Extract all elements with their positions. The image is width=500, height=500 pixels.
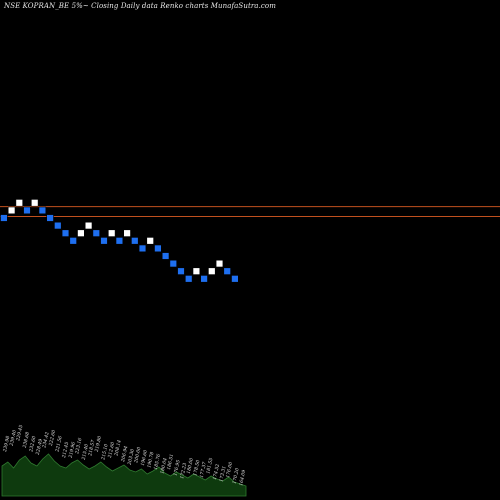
down-brick	[54, 221, 62, 230]
volume-label: 212.60	[107, 441, 116, 459]
volume-label: 232.60	[28, 435, 37, 453]
volume-silhouette	[1, 453, 247, 497]
volume-label: 239.98	[2, 435, 11, 453]
down-brick	[154, 244, 162, 253]
down-brick	[92, 229, 101, 237]
volume-label: 176.95	[172, 459, 181, 476]
volume-label: 221.56	[54, 435, 63, 453]
down-brick	[0, 214, 8, 222]
volume-label: 180.04	[159, 457, 168, 474]
volume-label: 178.50	[192, 459, 201, 476]
volume-label: 174.52	[212, 463, 221, 480]
volume-label: 215.40	[81, 443, 90, 461]
volume-label: 218.57	[87, 439, 96, 457]
down-brick	[38, 206, 47, 215]
volume-label: 190.78	[146, 451, 155, 468]
volume-label: 203.30	[126, 448, 135, 466]
down-brick	[177, 267, 185, 275]
down-brick	[131, 237, 139, 245]
volume-label: 185.76	[153, 453, 162, 470]
up-brick	[146, 237, 154, 245]
down-brick	[231, 275, 239, 283]
volume-label: 208.14	[113, 439, 122, 457]
down-brick	[61, 229, 70, 237]
volume-label: 234.42	[41, 431, 50, 449]
volume-area	[1, 453, 247, 497]
up-brick	[7, 206, 16, 215]
volume-label: 223.16	[74, 437, 83, 455]
volume-label: 212.45	[61, 441, 70, 459]
volume-label: 180.00	[186, 457, 195, 474]
up-brick	[84, 221, 93, 230]
up-brick	[108, 229, 116, 237]
volume-label: 228.49	[35, 438, 44, 456]
up-brick	[77, 229, 85, 237]
volume-label: 206.94	[120, 445, 129, 463]
up-brick	[30, 199, 39, 207]
volume-label: 173.31	[218, 465, 227, 482]
down-brick	[223, 267, 231, 275]
up-brick	[192, 267, 201, 275]
down-brick	[100, 237, 108, 245]
renko-bricks	[0, 199, 239, 283]
chart-header: NSE KOPRAN_BE 5%~ Closing Daily data Ren…	[4, 2, 276, 10]
down-brick	[138, 244, 147, 253]
volume-label: 176.00	[225, 461, 234, 478]
up-brick	[208, 267, 216, 275]
volume-labels: 239.98239.40229.45238.68232.60228.49234.…	[2, 424, 247, 486]
volume-label: 238.68	[22, 431, 31, 449]
up-brick	[15, 199, 23, 207]
volume-label: 200.00	[133, 446, 142, 464]
up-brick	[123, 229, 131, 237]
volume-label: 239.40	[8, 429, 17, 447]
volume-label: 177.37	[199, 461, 208, 478]
volume-label: 170.20	[231, 467, 240, 484]
volume-label: 196.60	[140, 449, 149, 466]
reference-lines	[0, 206, 500, 217]
down-brick	[23, 206, 31, 215]
volume-label: 219.96	[67, 441, 76, 459]
down-brick	[69, 237, 77, 245]
volume-label: 186.51	[166, 453, 175, 470]
down-brick	[185, 275, 193, 283]
down-brick	[200, 275, 208, 283]
volume-label: 164.09	[238, 469, 247, 486]
volume-label: 222.60	[48, 429, 57, 447]
volume-label: 229.45	[15, 424, 24, 442]
down-brick	[169, 259, 177, 268]
down-brick	[115, 237, 124, 245]
volume-label: 215.10	[100, 443, 109, 461]
down-brick	[161, 252, 170, 260]
volume-label: 219.80	[94, 435, 103, 453]
up-brick	[215, 259, 224, 268]
down-brick	[46, 214, 54, 222]
volume-label: 172.23	[179, 462, 188, 479]
volume-label: 181.55	[205, 457, 214, 474]
